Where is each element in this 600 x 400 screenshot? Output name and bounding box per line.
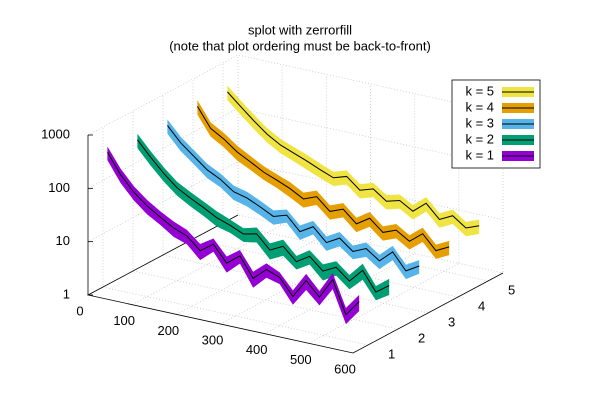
legend-label: k = 5	[465, 83, 494, 98]
x-tick-label: 100	[113, 313, 135, 328]
x-tick-label: 400	[246, 342, 268, 357]
chart-subtitle: (note that plot ordering must be back-to…	[169, 38, 431, 53]
legend-label: k = 3	[465, 115, 494, 130]
axis-frame	[86, 214, 504, 354]
y-tick-label: 5	[508, 282, 515, 297]
x-tick-label: 0	[76, 303, 83, 318]
y-tick-label: 2	[418, 330, 425, 345]
z-tick-label: 1000	[41, 126, 70, 141]
error-band	[197, 100, 450, 259]
z-grid-line	[87, 54, 504, 136]
series-line	[196, 106, 450, 252]
series-line	[106, 152, 360, 316]
z-tick-label: 100	[48, 180, 70, 195]
y-tick-label: 4	[478, 298, 485, 313]
series-line	[227, 91, 480, 229]
error-band	[227, 85, 480, 237]
chart-title: splot with zerrorfill	[248, 22, 352, 37]
y-tick-label: 3	[448, 314, 455, 329]
legend-label: k = 2	[465, 131, 494, 146]
x-tick-label: 300	[202, 332, 224, 347]
series-line	[167, 125, 420, 272]
legend-label: k = 1	[465, 147, 494, 162]
x-grid-line	[264, 93, 416, 335]
x-tick-label: 500	[290, 352, 312, 367]
legend-label: k = 4	[465, 99, 494, 114]
z-tick-label: 1	[63, 286, 70, 301]
x-grid-line	[131, 64, 283, 306]
x-grid-line	[176, 74, 327, 315]
x-grid-line	[220, 84, 371, 325]
x-tick-label: 200	[157, 323, 179, 338]
y-tick-label: 1	[388, 346, 395, 361]
series-line	[137, 139, 390, 293]
y-grid-line	[132, 111, 399, 330]
x-tick-label: 600	[334, 361, 356, 376]
z-tick-label: 10	[56, 233, 70, 248]
y-grid-line	[102, 127, 369, 346]
